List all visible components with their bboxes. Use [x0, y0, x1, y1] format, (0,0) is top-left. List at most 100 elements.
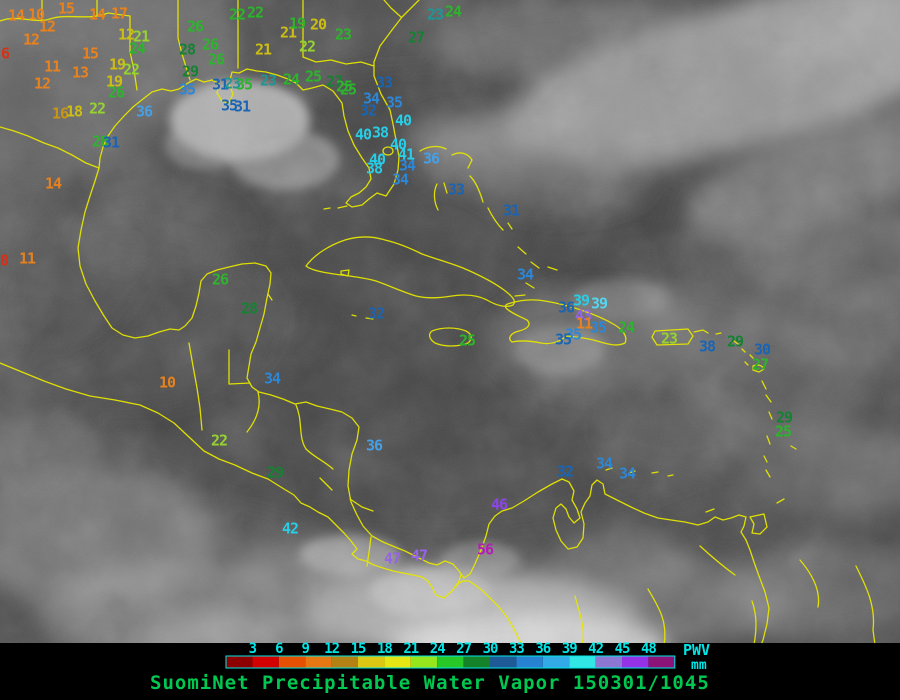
- colorbar-tick-label: 30: [483, 641, 498, 657]
- station-pwv-value: 32: [368, 304, 384, 322]
- station-pwv-value: 42: [282, 519, 298, 537]
- satellite-imagery: [0, 0, 900, 643]
- station-pwv-value: 56: [477, 540, 494, 558]
- station-pwv-value: 18: [66, 102, 83, 120]
- station-pwv-value: 32: [360, 101, 376, 119]
- station-pwv-value: 39: [591, 294, 608, 312]
- colorbar-segment: [358, 656, 385, 668]
- station-pwv-value: 39: [573, 291, 590, 309]
- station-pwv-value: 25: [459, 331, 476, 349]
- station-pwv-value: 38: [372, 123, 389, 141]
- island-isle-of-youth: [340, 269, 350, 277]
- station-pwv-value: 25: [305, 67, 322, 85]
- station-pwv-value: 31: [234, 97, 251, 115]
- colorbar-segment: [595, 656, 622, 668]
- station-pwv-value: 14: [8, 6, 25, 24]
- colorbar-tick-label: 45: [615, 641, 630, 657]
- station-pwv-value: 40: [355, 125, 372, 143]
- islands-florida-keys: [323, 205, 348, 210]
- coast-us-gulf-atlantic: [98, 0, 420, 208]
- islands-abc: [605, 467, 674, 477]
- station-pwv-value: 34: [264, 369, 281, 387]
- station-pwv-value: 38: [699, 337, 716, 355]
- station-pwv-value: 26: [108, 83, 125, 101]
- station-pwv-value: 8: [0, 251, 9, 269]
- border-rio-grande: [0, 126, 100, 169]
- station-pwv-value: 19: [106, 72, 123, 90]
- station-pwv-value: 34: [363, 89, 380, 107]
- station-pwv-value: 22: [89, 99, 105, 117]
- station-pwv-value: 11: [576, 314, 593, 332]
- border-guatemala-honduras: [246, 391, 260, 433]
- station-pwv-value: 6: [1, 44, 10, 62]
- island-jamaica: [428, 327, 472, 347]
- station-pwv-value: 27: [752, 355, 768, 373]
- station-pwv-value: 13: [72, 63, 89, 81]
- station-pwv-value: 28: [241, 299, 258, 317]
- station-pwv-value: 27: [326, 72, 342, 90]
- station-pwv-value: 33: [376, 73, 393, 91]
- colorbar-tick-label: 36: [535, 641, 550, 657]
- station-pwv-value: 11: [44, 57, 61, 75]
- station-pwv-value: 28: [179, 40, 196, 58]
- station-pwv-value: 25: [336, 77, 353, 95]
- station-pwv-value: 41: [398, 145, 415, 163]
- station-pwv-value: 23: [427, 5, 444, 23]
- colorbar-segment: [226, 656, 253, 668]
- station-pwv-value: 35: [555, 330, 572, 348]
- station-pwv-value: 34: [596, 454, 613, 472]
- station-pwv-value: 22: [247, 3, 263, 21]
- station-pwv-value: 25: [775, 422, 792, 440]
- station-pwv-value: 35: [236, 75, 253, 93]
- station-pwv-value: 29: [776, 408, 793, 426]
- station-pwv-value: 38: [366, 159, 383, 177]
- station-pwv-value: 23: [260, 71, 277, 89]
- station-pwv-value: 22: [229, 5, 245, 23]
- station-pwv-value: 47: [411, 546, 427, 564]
- colorbar-tick-label: 9: [301, 641, 309, 657]
- island-puerto-rico: [651, 328, 694, 346]
- colorbar-tick-label: 33: [509, 641, 524, 657]
- station-pwv-value: 22: [299, 37, 315, 55]
- lake-okeechobee: [382, 146, 394, 156]
- station-pwv-value: 23: [335, 25, 352, 43]
- island-tortuga: [514, 294, 526, 297]
- station-pwv-value: 10: [159, 373, 176, 391]
- station-pwv-value: 34: [517, 265, 534, 283]
- station-pwv-value: 35: [386, 93, 403, 111]
- station-pwv-value: 14: [45, 174, 62, 192]
- station-pwv-value: 33: [448, 180, 465, 198]
- colorbar-tick-label: 39: [562, 641, 577, 657]
- colorbar-tick-label: 12: [324, 641, 339, 657]
- island-hispaniola: [504, 299, 627, 346]
- colorbar: [225, 655, 676, 669]
- station-pwv-value: 24: [445, 2, 462, 20]
- station-pwv-value: 43: [575, 306, 592, 324]
- station-pwv-value: 36: [423, 149, 440, 167]
- station-pwv-value: 26: [212, 270, 229, 288]
- station-pwv-value: 20: [310, 15, 327, 33]
- station-pwv-value: 31: [212, 75, 229, 93]
- island-cozumel: [267, 293, 273, 301]
- station-pwv-value: 24: [618, 318, 635, 336]
- station-pwv-value: 11: [19, 249, 36, 267]
- border-belize: [228, 349, 251, 385]
- station-pwv-value: 23: [661, 329, 678, 347]
- station-pwv-value: 25: [340, 80, 357, 98]
- station-pwv-value: 27: [408, 28, 424, 46]
- colorbar-segment: [648, 656, 675, 668]
- station-pwv-value: 35: [221, 96, 238, 114]
- colorbar-tick-label: 42: [588, 641, 603, 657]
- legend-footer: 3 6 9 12 15 18 21 24 27 30 33 36 39 42 45 48 PWV mm Suo…: [150, 641, 710, 694]
- colorbar-unit-sub: mm: [691, 658, 707, 673]
- station-pwv-value: 46: [491, 495, 508, 513]
- station-pwv-value: 34: [392, 170, 409, 188]
- border-nicaragua-costarica: [349, 498, 374, 512]
- colorbar-border: [225, 655, 676, 669]
- border-tx-la: [129, 15, 138, 91]
- coast-mexico-caribbean-sa: [77, 167, 770, 643]
- coast-pacific: [0, 362, 522, 643]
- station-pwv-value: 36: [136, 102, 153, 120]
